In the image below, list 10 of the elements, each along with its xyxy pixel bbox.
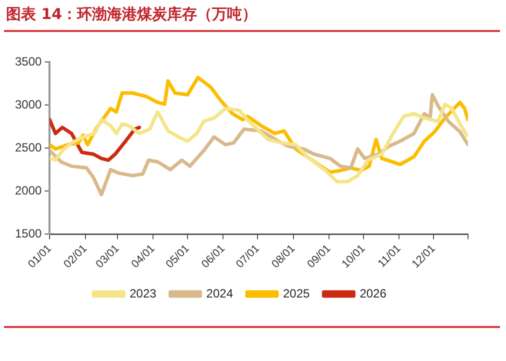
y-tick-label: 1500: [14, 226, 42, 241]
legend-label: 2024: [206, 286, 234, 300]
legend-label: 2025: [283, 286, 310, 300]
chart-title: 图表 14：环渤海港煤炭库存（万吨）: [6, 5, 258, 24]
y-tick-label: 2000: [14, 183, 42, 198]
y-tick-label: 2500: [14, 140, 42, 154]
y-tick-label: 3500: [14, 54, 42, 68]
y-tick-label: 3000: [14, 97, 42, 112]
legend-label: 2023: [130, 286, 157, 300]
legend-label: 2026: [360, 286, 387, 300]
